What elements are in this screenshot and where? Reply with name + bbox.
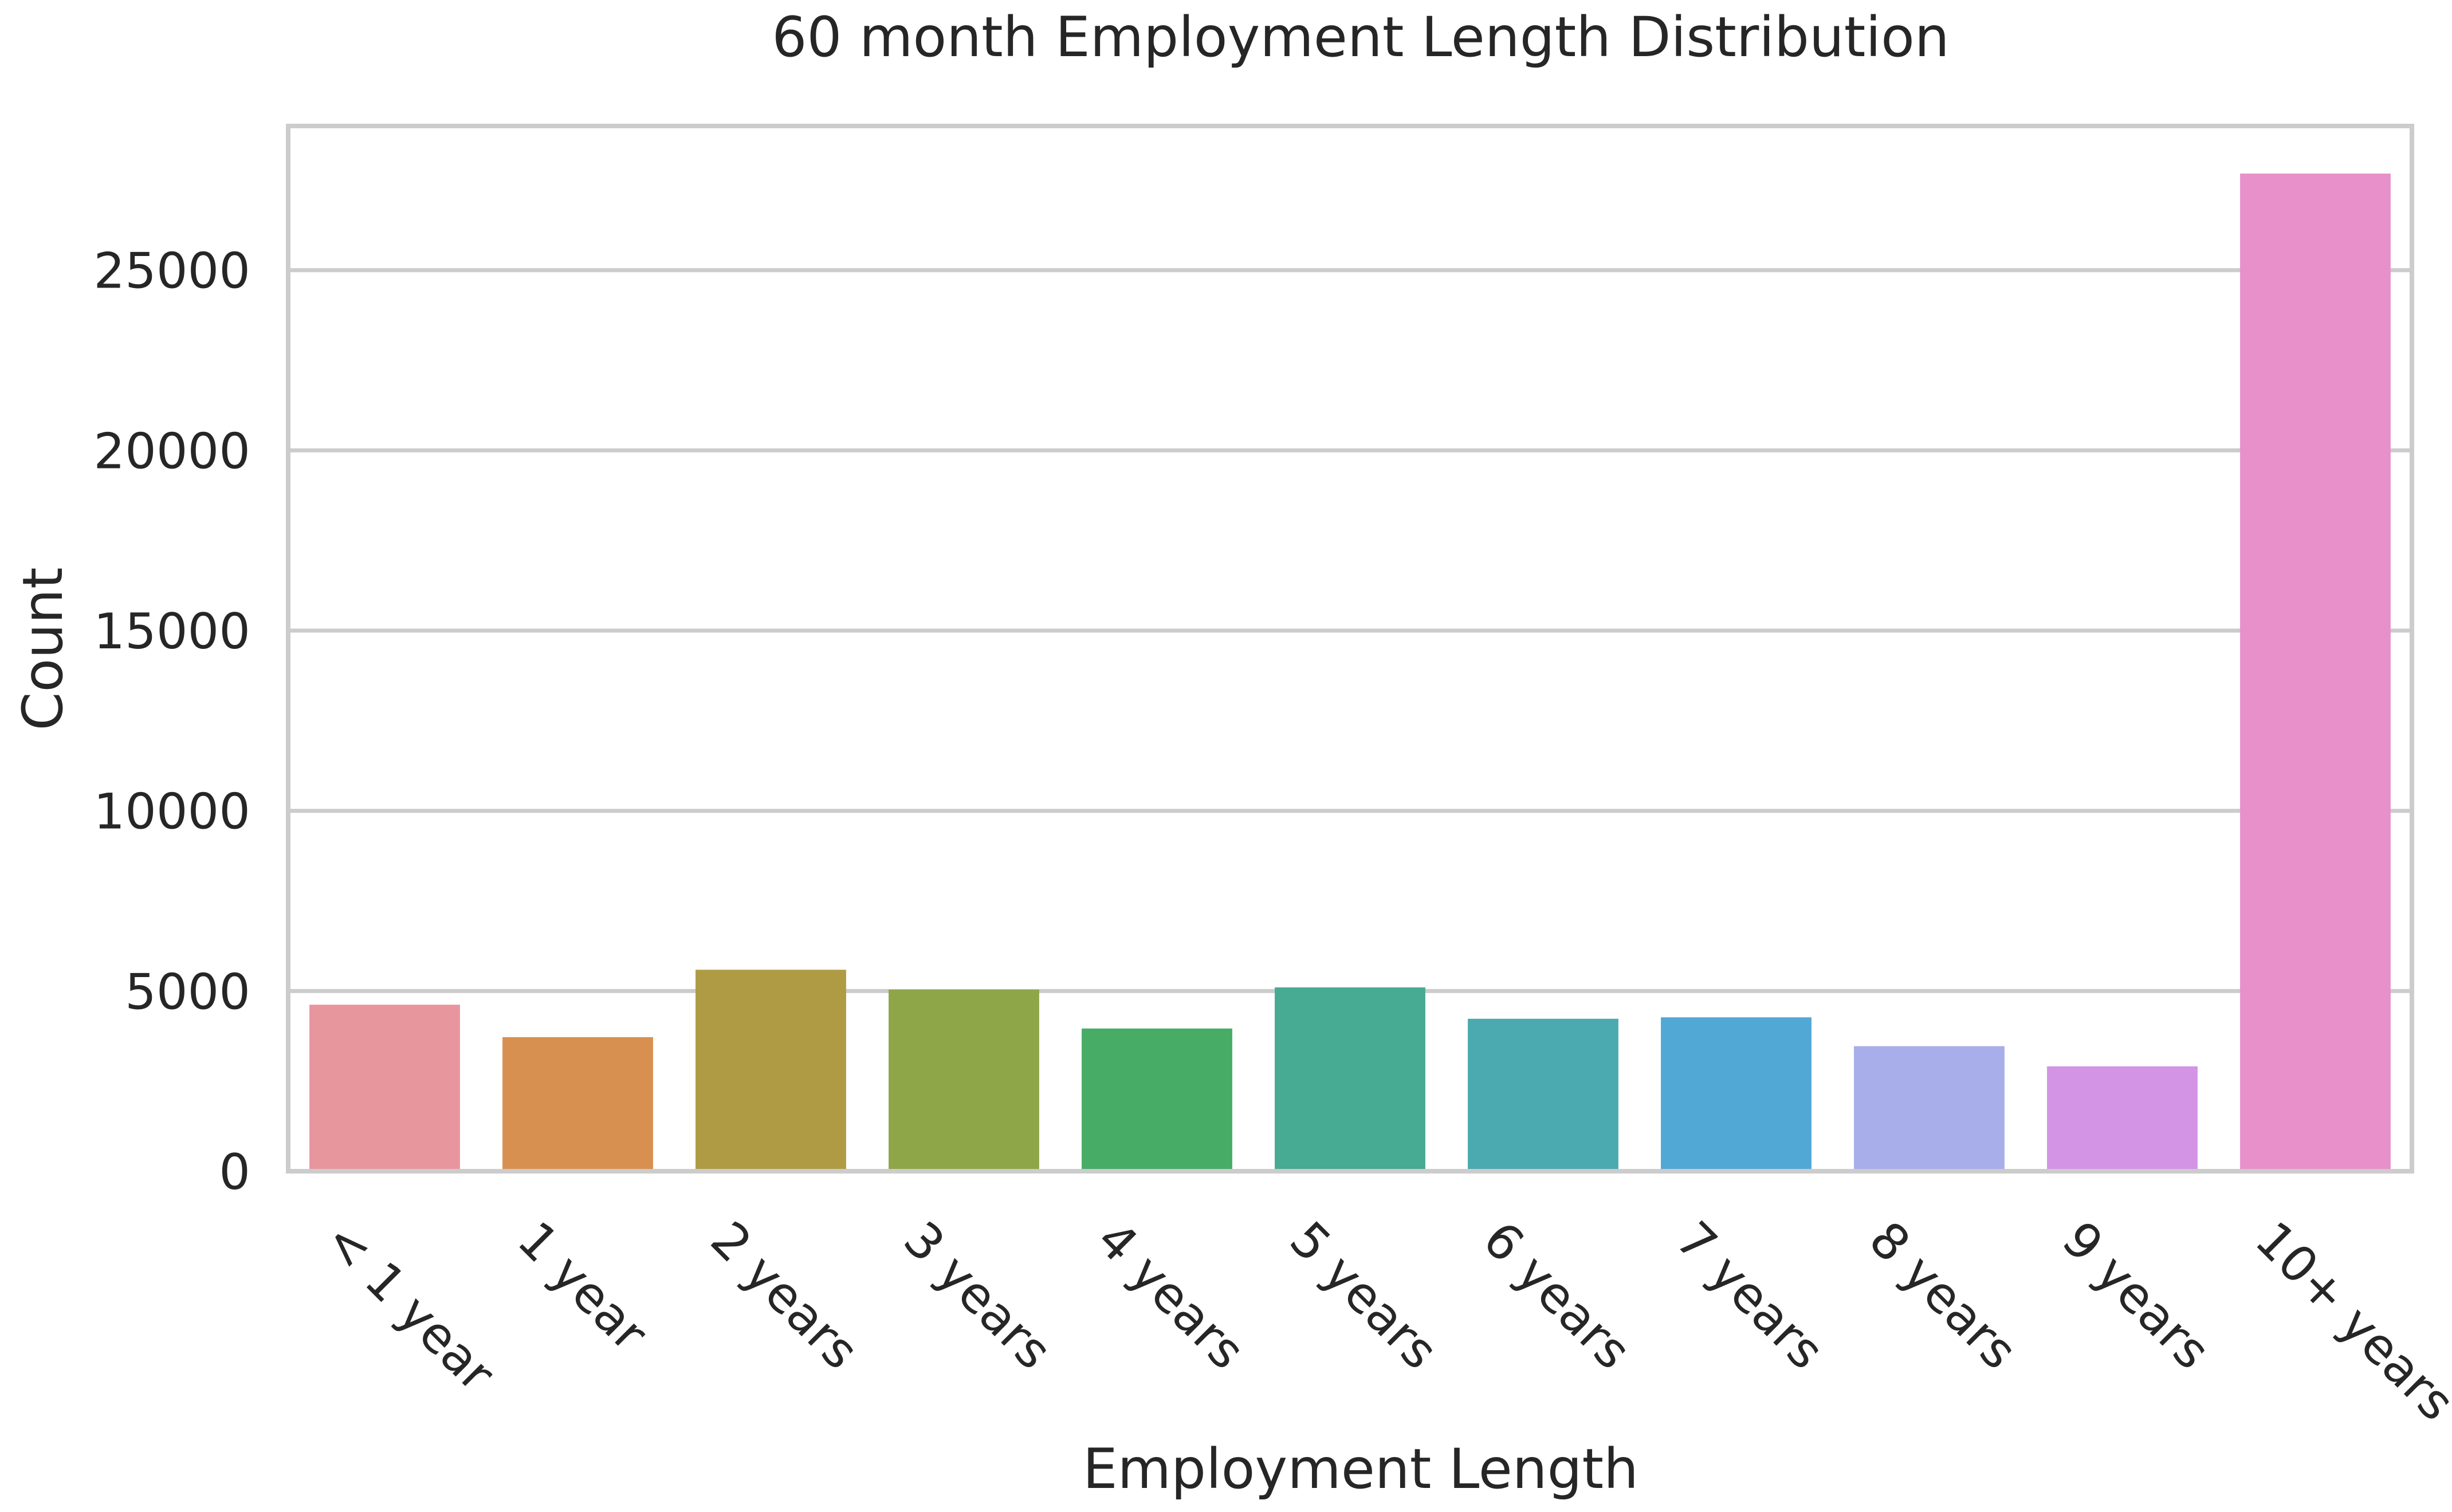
y-tick-label: 20000 — [93, 423, 250, 480]
y-tick-labels: 0 5000 10000 15000 20000 25000 — [93, 243, 250, 1201]
bars — [309, 174, 2391, 1171]
bar-7-years — [1661, 1017, 1812, 1171]
y-tick-label: 25000 — [93, 243, 250, 300]
chart-title: 60 month Employment Length Distribution — [772, 5, 1949, 69]
bar-4-years — [1082, 1028, 1232, 1171]
y-tick-label: 0 — [219, 1144, 250, 1201]
x-tick-label: 8 years — [1858, 1211, 2027, 1380]
x-tick-label: 10+ years — [2244, 1211, 2452, 1432]
bar-8-years — [1854, 1046, 2005, 1171]
bar-3-years — [889, 989, 1039, 1171]
bar-6-years — [1468, 1018, 1618, 1171]
x-tick-label: 9 years — [2051, 1211, 2221, 1380]
x-tick-label: < 1 year — [313, 1211, 505, 1403]
x-tick-label: 7 years — [1665, 1211, 1834, 1380]
plot-frame — [286, 124, 2414, 1174]
x-tick-label: 2 years — [700, 1211, 869, 1380]
x-tick-label: 3 years — [893, 1211, 1062, 1380]
bar-1-year — [502, 1037, 653, 1171]
x-tick-label: 5 years — [1279, 1211, 1448, 1380]
bar-1-year — [309, 1005, 460, 1171]
x-tick-label: 6 years — [1472, 1211, 1641, 1380]
bar-9-years — [2047, 1066, 2198, 1171]
x-tick-label: 4 years — [1086, 1211, 1255, 1380]
y-axis-label: Count — [11, 567, 75, 730]
bar-2-years — [695, 970, 846, 1171]
x-tick-label: 1 year — [506, 1211, 658, 1363]
y-tick-label: 15000 — [93, 603, 250, 660]
x-tick-labels: < 1 year 1 year 2 years 3 years 4 years 5 yea… — [313, 1211, 2452, 1432]
y-tick-label: 10000 — [93, 783, 250, 841]
x-axis-label: Employment Length — [1083, 1437, 1638, 1501]
bar-5-years — [1275, 987, 1425, 1171]
y-tick-label: 5000 — [125, 963, 250, 1021]
bar-10-years — [2240, 174, 2391, 1171]
